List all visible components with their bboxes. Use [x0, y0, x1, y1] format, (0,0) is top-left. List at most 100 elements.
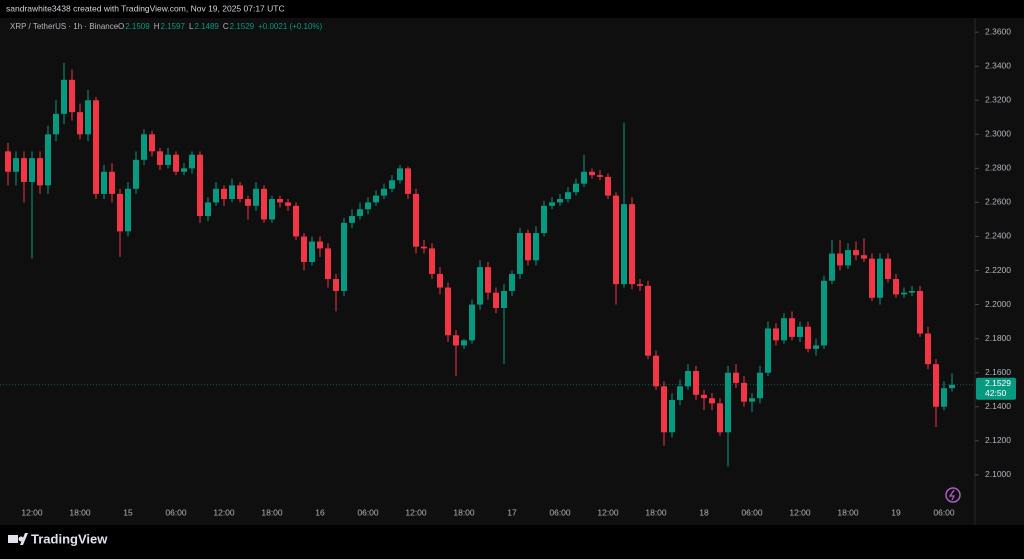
candle-body — [221, 188, 227, 200]
candle-body — [789, 318, 795, 337]
legend-key: L — [189, 22, 194, 31]
candle-body — [205, 202, 211, 217]
legend-value: 2.1489 — [194, 22, 219, 31]
candle-body — [477, 267, 483, 305]
x-tick-label: 12:00 — [21, 507, 43, 517]
candle-body — [541, 205, 547, 234]
candle-body — [661, 386, 667, 433]
y-tick-label: 2.1800 — [985, 333, 1011, 343]
ohlc-legend: O 2.1509 H 2.1597 L 2.1489 C 2.1529 +0.0021 (+0.… — [118, 22, 323, 31]
candle-body — [213, 188, 219, 203]
candle-body — [485, 267, 491, 293]
candle-body — [253, 188, 259, 206]
candle-body — [565, 192, 571, 200]
price-tag-value: 2.1529 — [985, 378, 1011, 388]
x-tick-label: 16 — [315, 507, 325, 517]
candle-body — [709, 398, 715, 404]
candle-body — [429, 248, 435, 274]
candle-body — [5, 151, 11, 172]
candle-body — [357, 209, 363, 217]
candle-body — [909, 290, 915, 293]
candle-body — [277, 199, 283, 203]
y-tick-label: 2.3400 — [985, 60, 1011, 70]
alert-icon[interactable] — [945, 487, 961, 503]
y-tick-label: 2.2800 — [985, 163, 1011, 173]
candle-body — [861, 255, 867, 259]
x-tick-label: 06:00 — [357, 507, 379, 517]
chart-title: XRP / TetherUS · 1h · Binance — [10, 22, 119, 31]
candle-body — [805, 326, 811, 349]
candle-body — [589, 171, 595, 176]
candle-body — [405, 168, 411, 194]
plot — [0, 62, 975, 467]
x-tick-label: 12:00 — [789, 507, 811, 517]
candle-body — [453, 335, 459, 346]
candle-body — [877, 258, 883, 298]
y-tick-label: 2.3000 — [985, 129, 1011, 139]
candle-body — [285, 202, 291, 206]
y-tick-label: 2.2000 — [985, 299, 1011, 309]
candle-body — [125, 188, 131, 232]
x-tick-label: 17 — [507, 507, 517, 517]
candle-body — [621, 204, 627, 285]
y-tick-label: 2.3200 — [985, 94, 1011, 104]
candle-body — [181, 168, 187, 172]
y-tick-label: 2.1000 — [985, 469, 1011, 479]
candle-body — [325, 248, 331, 280]
candle-body — [261, 188, 267, 220]
y-tick-label: 2.1600 — [985, 367, 1011, 377]
candle-body — [821, 280, 827, 346]
x-tick-label: 15 — [123, 507, 133, 517]
x-tick-label: 18:00 — [645, 507, 667, 517]
x-tick-label: 06:00 — [549, 507, 571, 517]
candle-body — [573, 183, 579, 193]
x-tick-label: 18:00 — [69, 507, 91, 517]
candle-body — [301, 236, 307, 263]
x-tick-label: 06:00 — [741, 507, 763, 517]
candle-body — [149, 134, 155, 152]
brand-logo: TradingView — [8, 531, 108, 546]
candle-body — [157, 151, 163, 165]
candle-body — [333, 279, 339, 291]
x-tick-label: 12:00 — [405, 507, 427, 517]
candle-body — [557, 199, 563, 203]
candle-body — [677, 386, 683, 400]
candle-body — [445, 287, 451, 336]
x-tick-label: 18:00 — [453, 507, 475, 517]
brand: TradingView — [31, 531, 108, 546]
x-tick-label: 06:00 — [165, 507, 187, 517]
candle-body — [413, 193, 419, 247]
legend-change: +0.0021 (+0.10%) — [258, 22, 322, 31]
x-tick-label: 18 — [699, 507, 709, 517]
price-tag-countdown: 42:50 — [985, 388, 1007, 398]
candle-body — [717, 403, 723, 433]
legend-value: 2.1529 — [230, 22, 255, 31]
candle-body — [45, 134, 51, 186]
candle-body — [21, 158, 27, 182]
legend-key: O — [118, 22, 124, 31]
candle-body — [309, 241, 315, 263]
candle-body — [757, 372, 763, 399]
y-tick-label: 2.2600 — [985, 197, 1011, 207]
candle-body — [133, 159, 139, 189]
candle-body — [77, 112, 83, 135]
candle-body — [437, 273, 443, 288]
candle-body — [381, 188, 387, 196]
candle-body — [525, 233, 531, 261]
candle-body — [165, 154, 171, 165]
candle-body — [693, 370, 699, 395]
candle-body — [885, 258, 891, 280]
candle-body — [245, 199, 251, 206]
alert-icon-bolt — [948, 489, 956, 501]
candle-body — [61, 79, 67, 114]
candle-body — [141, 134, 147, 160]
y-tick-label: 2.1200 — [985, 435, 1011, 445]
candle-body — [901, 292, 907, 295]
x-tick-label: 18:00 — [837, 507, 859, 517]
candle-body — [685, 370, 691, 387]
candle-body — [341, 222, 347, 291]
candle-body — [813, 345, 819, 349]
candle-body — [85, 100, 91, 135]
candle-body — [109, 171, 115, 194]
